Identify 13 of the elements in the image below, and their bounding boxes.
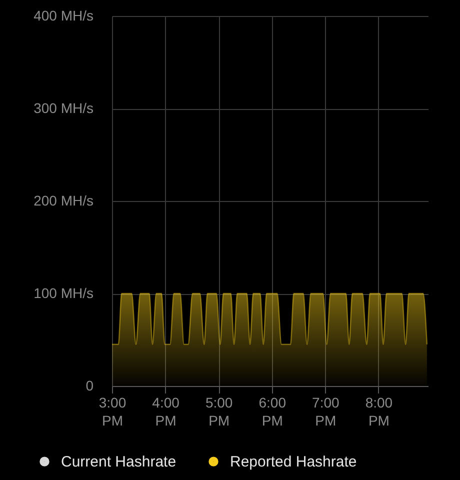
y-tick-label: 0 [86,378,94,394]
y-tick-label: 100 MH/s [34,285,94,301]
y-tick-label: 400 MH/s [34,8,94,24]
legend-label: Reported Hashrate [230,454,357,471]
x-tick-label: 5:00 PM [205,394,233,428]
y-tick-label: 200 MH/s [34,192,94,208]
y-tick-label: 300 MH/s [34,100,94,116]
x-tick-label: 3:00 PM [98,394,126,428]
x-tick-label: 4:00 PM [152,394,180,428]
x-tick-label: 8:00 PM [365,394,393,428]
x-tick-label: 6:00 PM [258,394,286,428]
x-tick-label: 7:00 PM [312,394,340,428]
legend-label: Current Hashrate [61,454,176,471]
